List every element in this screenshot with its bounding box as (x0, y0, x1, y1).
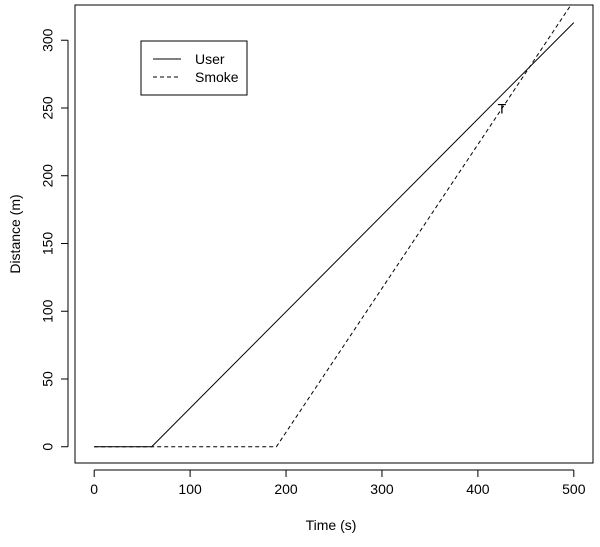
x-tick-label-3: 300 (370, 481, 394, 497)
x-tick-label-1: 100 (178, 481, 202, 497)
y-tick-label-5: 250 (40, 96, 56, 120)
y-tick-label-6: 300 (40, 28, 56, 52)
x-axis-title: Time (s) (306, 517, 357, 533)
annotation-layer: T (498, 100, 507, 116)
y-axis-title: Distance (m) (7, 194, 23, 273)
plot-frame (74, 4, 594, 464)
x-tick-label-2: 200 (274, 481, 298, 497)
legend: User Smoke (140, 40, 248, 96)
y-tick-label-4: 200 (40, 164, 56, 188)
y-tick-label-2: 100 (40, 299, 56, 323)
x-tick-label-4: 400 (466, 481, 490, 497)
legend-label-smoke: Smoke (195, 69, 239, 85)
annotation-label-0: T (498, 100, 507, 116)
x-tick-label-0: 0 (90, 481, 98, 497)
y-tick-label-3: 150 (40, 232, 56, 256)
legend-box (140, 40, 248, 96)
series-line-smoke (94, 5, 572, 448)
series-layer (94, 5, 575, 448)
x-axis: 0 100 200 300 400 500 (90, 469, 586, 497)
x-tick-label-5: 500 (562, 481, 586, 497)
legend-label-user: User (195, 51, 225, 67)
y-axis: 0 50 100 150 200 250 300 (40, 28, 69, 451)
y-tick-label-0: 0 (40, 443, 56, 451)
y-tick-label-1: 50 (40, 371, 56, 387)
